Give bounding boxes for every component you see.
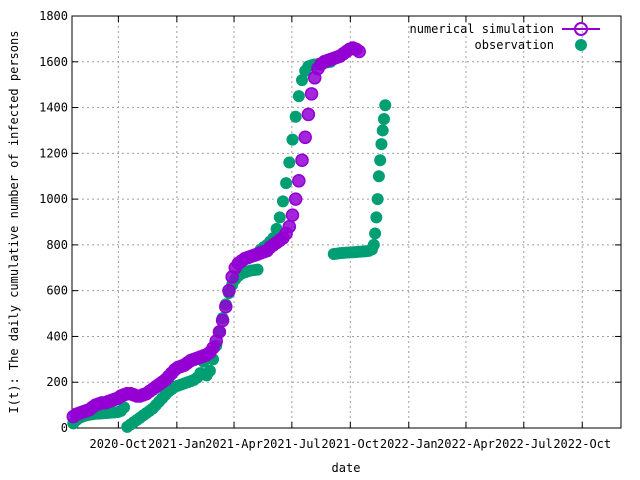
x-tick-label: 2021-Jul xyxy=(263,437,321,451)
y-tick-label: 400 xyxy=(46,329,68,343)
observation-point xyxy=(289,110,302,123)
x-tick-label: 2022-Oct xyxy=(553,437,611,451)
observation-point xyxy=(375,138,388,151)
y-tick-label: 200 xyxy=(46,375,68,389)
observation-point xyxy=(367,238,380,251)
y-tick-label: 1600 xyxy=(39,55,68,69)
observation-point xyxy=(280,177,293,190)
observation-point xyxy=(118,401,131,414)
observation-point xyxy=(296,74,309,87)
observation-point xyxy=(376,124,389,137)
simulation-point xyxy=(352,44,366,59)
simulation-point xyxy=(301,107,316,122)
observation-point xyxy=(372,170,385,183)
x-tick-label: 2022-Apr xyxy=(437,437,495,451)
simulation-point xyxy=(215,313,230,328)
observation-point xyxy=(377,113,390,125)
observation-point xyxy=(379,99,392,112)
x-tick-label: 2021-Jan xyxy=(148,437,206,451)
observation-point xyxy=(374,154,387,167)
y-tick-label: 1200 xyxy=(39,146,68,160)
simulation-point xyxy=(304,87,319,101)
legend-label-numerical-simulation: numerical simulation xyxy=(410,22,555,36)
x-ticks: 2020-Oct 2021-Jan 2021-Apr 2021-Jul 2021-Oct… xyxy=(89,16,611,451)
x-tick-label: 2022-Jul xyxy=(495,437,553,451)
x-tick-label: 2021-Apr xyxy=(205,437,263,451)
simulation-point xyxy=(298,130,312,145)
observation-point xyxy=(283,156,296,169)
observation-point xyxy=(273,211,286,224)
observation-point xyxy=(369,227,382,240)
y-tick-label: 600 xyxy=(46,284,68,298)
observation-point xyxy=(203,364,216,377)
y-tick-label: 1000 xyxy=(39,192,68,206)
series-observation xyxy=(67,55,392,433)
x-axis-label: date xyxy=(332,461,361,475)
observation-point xyxy=(292,90,305,103)
simulation-point xyxy=(285,208,300,222)
simulation-point xyxy=(212,325,227,339)
y-axis-label: I(t): The daily cumulative number of inf… xyxy=(7,31,21,414)
x-tick-label: 2021-Oct xyxy=(321,437,379,451)
series-numerical-simulation xyxy=(66,41,366,424)
legend-label-observation: observation xyxy=(475,38,554,52)
simulation-point xyxy=(219,299,233,314)
x-tick-label: 2022-Jan xyxy=(380,437,438,451)
grid-lines xyxy=(72,16,621,428)
simulation-point xyxy=(222,283,236,298)
legend-marker-numerical-simulation xyxy=(574,22,588,36)
simulation-point xyxy=(295,153,309,167)
observation-point xyxy=(371,193,384,206)
simulation-point xyxy=(282,219,297,234)
x-tick-label: 2020-Oct xyxy=(89,437,147,451)
plot-frame xyxy=(71,15,622,429)
y-tick-label: 1800 xyxy=(39,9,68,23)
y-tick-label: 1400 xyxy=(39,101,68,115)
y-tick-label: 800 xyxy=(46,238,68,252)
observation-point xyxy=(286,133,299,146)
y-tick-label: 0 xyxy=(61,421,68,435)
simulation-point xyxy=(288,192,303,206)
legend-marker-observation xyxy=(575,39,587,51)
y-ticks: 0 200 400 600 800 1000 1200 1400 1600 1800 xyxy=(39,9,621,435)
simulation-point xyxy=(292,174,306,188)
observation-point xyxy=(276,195,289,208)
legend: numerical simulation observation xyxy=(410,22,600,52)
observation-point xyxy=(370,211,383,224)
plot-border xyxy=(71,15,622,429)
observation-point xyxy=(251,263,264,276)
